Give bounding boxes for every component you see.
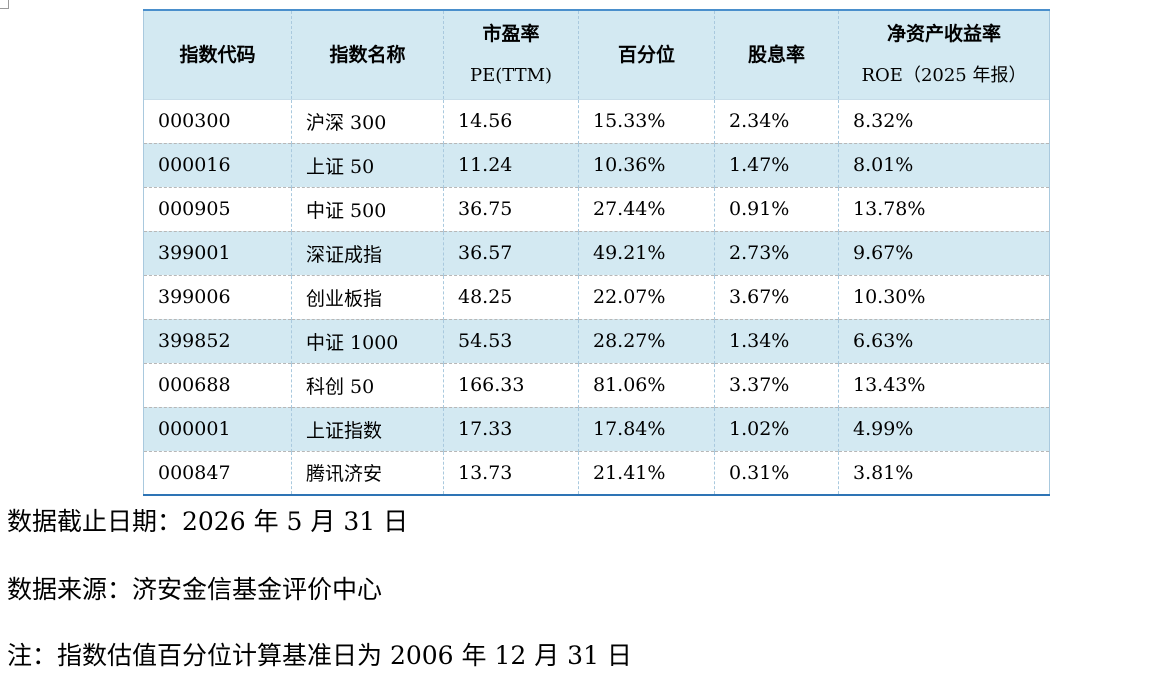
cell-dividend-yield: 1.47% — [714, 142, 839, 187]
cell-dividend-yield: 2.73% — [714, 230, 839, 275]
cell-index-name: 腾讯济安 — [291, 450, 444, 495]
cell-percentile: 28.27% — [578, 318, 715, 363]
cell-index-name: 中证 500 — [291, 186, 444, 231]
cell-index-code: 000300 — [143, 98, 292, 143]
cell-index-name: 上证 50 — [291, 142, 444, 187]
header-percentile: 百分位 — [578, 10, 715, 99]
cell-index-code: 000001 — [143, 406, 292, 451]
header-index-code: 指数代码 — [143, 10, 292, 99]
table-row: 000016 上证 50 11.24 10.36% 1.47% 8.01% — [143, 142, 1050, 187]
table-header-row: 指数代码 指数名称 市盈率 PE(TTM) 百分位 股息率 净资产收益率 ROE… — [143, 10, 1050, 99]
index-valuation-table: 指数代码 指数名称 市盈率 PE(TTM) 百分位 股息率 净资产收益率 ROE… — [143, 9, 1050, 496]
cell-percentile: 27.44% — [578, 186, 715, 231]
header-index-name: 指数名称 — [291, 10, 444, 99]
cell-dividend-yield: 0.91% — [714, 186, 839, 231]
cell-roe: 6.63% — [838, 318, 1050, 363]
cell-index-code: 000905 — [143, 186, 292, 231]
cell-index-code: 000847 — [143, 450, 292, 495]
cell-roe: 13.78% — [838, 186, 1050, 231]
table-row: 000905 中证 500 36.75 27.44% 0.91% 13.78% — [143, 186, 1050, 231]
cell-pe-ratio: 14.56 — [443, 98, 579, 143]
cell-index-name: 上证指数 — [291, 406, 444, 451]
table-row: 399852 中证 1000 54.53 28.27% 1.34% 6.63% — [143, 318, 1050, 363]
corner-crop-mark — [0, 0, 9, 9]
cell-index-code: 000016 — [143, 142, 292, 187]
data-cutoff-date-note: 数据截止日期：2026 年 5 月 31 日 — [7, 507, 409, 536]
cell-dividend-yield: 3.37% — [714, 362, 839, 407]
cell-index-name: 中证 1000 — [291, 318, 444, 363]
header-dividend-yield: 股息率 — [714, 10, 839, 99]
cell-index-name: 深证成指 — [291, 230, 444, 275]
cell-roe: 8.01% — [838, 142, 1050, 187]
table-row: 000300 沪深 300 14.56 15.33% 2.34% 8.32% — [143, 98, 1050, 143]
cell-index-code: 000688 — [143, 362, 292, 407]
cell-pe-ratio: 48.25 — [443, 274, 579, 319]
header-roe: 净资产收益率 ROE（2025 年报） — [838, 10, 1050, 99]
cell-percentile: 22.07% — [578, 274, 715, 319]
cell-pe-ratio: 11.24 — [443, 142, 579, 187]
cell-pe-ratio: 54.53 — [443, 318, 579, 363]
cell-index-code: 399852 — [143, 318, 292, 363]
table-row: 000001 上证指数 17.33 17.84% 1.02% 4.99% — [143, 406, 1050, 451]
cell-percentile: 21.41% — [578, 450, 715, 495]
header-pe-ratio: 市盈率 PE(TTM) — [443, 10, 579, 99]
cell-pe-ratio: 166.33 — [443, 362, 579, 407]
table-row: 000688 科创 50 166.33 81.06% 3.37% 13.43% — [143, 362, 1050, 407]
cell-roe: 4.99% — [838, 406, 1050, 451]
cell-index-name: 沪深 300 — [291, 98, 444, 143]
table-row: 399006 创业板指 48.25 22.07% 3.67% 10.30% — [143, 274, 1050, 319]
data-source-note: 数据来源：济安金信基金评价中心 — [7, 575, 383, 604]
cell-roe: 13.43% — [838, 362, 1050, 407]
cell-pe-ratio: 36.57 — [443, 230, 579, 275]
cell-index-code: 399006 — [143, 274, 292, 319]
table-row: 000847 腾讯济安 13.73 21.41% 0.31% 3.81% — [143, 450, 1050, 495]
cell-percentile: 15.33% — [578, 98, 715, 143]
cell-dividend-yield: 0.31% — [714, 450, 839, 495]
cell-pe-ratio: 13.73 — [443, 450, 579, 495]
cell-pe-ratio: 36.75 — [443, 186, 579, 231]
cell-percentile: 10.36% — [578, 142, 715, 187]
cell-index-name: 科创 50 — [291, 362, 444, 407]
cell-percentile: 17.84% — [578, 406, 715, 451]
cell-roe: 8.32% — [838, 98, 1050, 143]
cell-roe: 3.81% — [838, 450, 1050, 495]
cell-dividend-yield: 3.67% — [714, 274, 839, 319]
cell-index-name: 创业板指 — [291, 274, 444, 319]
cell-percentile: 81.06% — [578, 362, 715, 407]
cell-roe: 9.67% — [838, 230, 1050, 275]
cell-index-code: 399001 — [143, 230, 292, 275]
percentile-basis-note: 注：指数估值百分位计算基准日为 2006 年 12 月 31 日 — [7, 641, 632, 670]
cell-percentile: 49.21% — [578, 230, 715, 275]
cell-dividend-yield: 1.02% — [714, 406, 839, 451]
cell-dividend-yield: 1.34% — [714, 318, 839, 363]
cell-roe: 10.30% — [838, 274, 1050, 319]
table-row: 399001 深证成指 36.57 49.21% 2.73% 9.67% — [143, 230, 1050, 275]
cell-dividend-yield: 2.34% — [714, 98, 839, 143]
cell-pe-ratio: 17.33 — [443, 406, 579, 451]
